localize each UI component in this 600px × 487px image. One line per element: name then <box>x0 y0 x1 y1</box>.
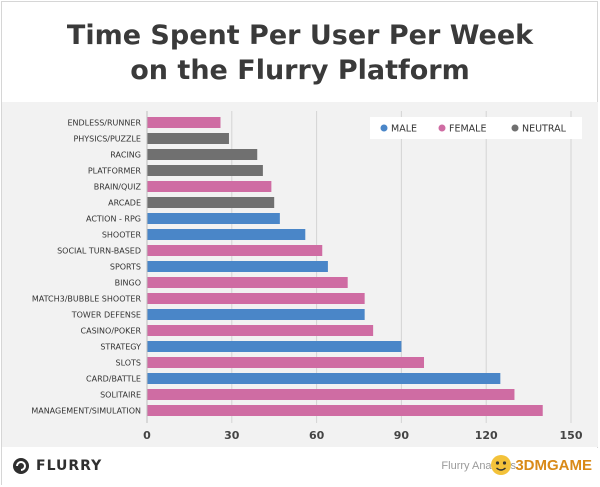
legend-swatch-neutral <box>511 124 519 132</box>
category-label-16: CARD/BATTLE <box>86 375 141 384</box>
x-tick-label-5: 150 <box>560 429 583 442</box>
bar-6 <box>147 213 280 224</box>
category-label-4: BRAIN/QUIZ <box>94 183 142 192</box>
legend-label-female: FEMALE <box>449 124 486 135</box>
bar-5 <box>147 197 275 208</box>
x-tick-label-0: 0 <box>143 429 151 442</box>
bar-8 <box>147 245 323 256</box>
x-tick-label-2: 60 <box>309 429 325 442</box>
bar-3 <box>147 165 263 176</box>
bar-4 <box>147 181 272 192</box>
category-label-13: CASINO/POKER <box>81 327 142 336</box>
x-tick-label-3: 90 <box>394 429 410 442</box>
bar-1 <box>147 133 229 144</box>
bar-14 <box>147 341 402 352</box>
category-label-1: PHYSICS/PUZZLE <box>73 135 141 144</box>
bar-chart: ENDLESS/RUNNER PHYSICS/PUZZLE RACING PLATFO… <box>31 111 583 442</box>
category-label-3: PLATFORMER <box>88 167 142 176</box>
watermark-text: 3DMGAME <box>515 456 592 474</box>
watermark-mascot-icon <box>491 455 512 475</box>
bar-11 <box>147 293 365 304</box>
bar-9 <box>147 261 328 272</box>
chart-title-line-1: Time Spent Per User Per Week <box>66 20 534 51</box>
category-label-11: MATCH3/BUBBLE SHOOTER <box>32 295 142 304</box>
bar-18 <box>147 405 543 416</box>
chart-title: Time Spent Per User Per Week on the Flur… <box>0 18 600 88</box>
category-label-15: SLOTS <box>115 359 141 368</box>
flurry-logo-icon <box>13 458 29 474</box>
bar-2 <box>147 149 258 160</box>
watermark: 3DMGAME <box>490 454 592 476</box>
legend-label-neutral: NEUTRAL <box>522 124 567 135</box>
legend-label-male: MALE <box>391 124 417 135</box>
chart-title-line-2: on the Flurry Platform <box>130 55 470 86</box>
legend-box <box>370 117 582 139</box>
bar-13 <box>147 325 374 336</box>
category-label-6: ACTION - RPG <box>86 215 141 224</box>
flurry-logo: FLURRY <box>12 456 102 476</box>
legend-swatch-male <box>380 124 388 132</box>
category-label-10: BINGO <box>115 279 141 288</box>
category-label-9: SPORTS <box>110 263 141 272</box>
category-label-18: MANAGEMENT/SIMULATION <box>31 407 141 416</box>
bar-10 <box>147 277 348 288</box>
category-label-14: STRATEGY <box>100 343 141 352</box>
category-label-5: ARCADE <box>108 199 141 208</box>
x-tick-label-4: 120 <box>475 429 498 442</box>
legend-swatch-female <box>438 124 446 132</box>
category-label-12: TOWER DEFENSE <box>71 311 141 320</box>
category-label-2: RACING <box>110 151 141 160</box>
category-label-7: SHOOTER <box>102 231 142 240</box>
category-label-0: ENDLESS/RUNNER <box>67 119 141 128</box>
bar-15 <box>147 357 425 368</box>
bar-7 <box>147 229 306 240</box>
category-label-8: SOCIAL TURN-BASED <box>57 247 141 256</box>
plot-panel: ENDLESS/RUNNER PHYSICS/PUZZLE RACING PLATFO… <box>2 102 598 447</box>
category-label-17: SOLITAIRE <box>100 391 141 400</box>
bar-17 <box>147 389 515 400</box>
footer: FLURRY Flurry Analytics 3DMGAME <box>2 448 598 485</box>
bar-0 <box>147 117 221 128</box>
bar-16 <box>147 373 501 384</box>
bar-12 <box>147 309 365 320</box>
x-tick-label-1: 30 <box>224 429 240 442</box>
flurry-logo-text: FLURRY <box>36 458 103 474</box>
